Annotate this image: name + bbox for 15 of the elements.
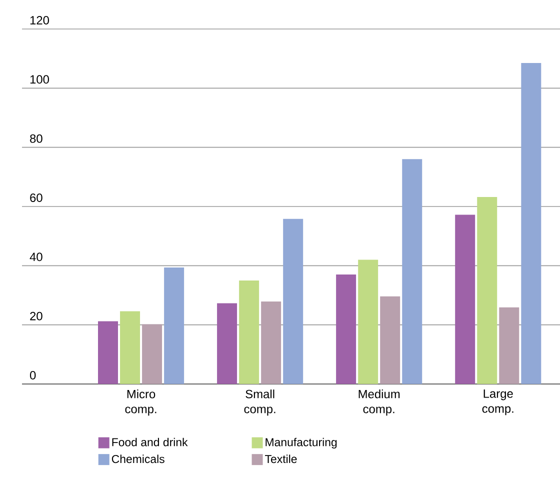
y-tick-label: 120 [30, 16, 49, 24]
x-tick-label: Small comp. [244, 390, 276, 416]
y-tick-label: 0 [30, 371, 36, 380]
legend-label: Chemicals [112, 454, 164, 464]
legend-label: Textile [265, 454, 297, 464]
y-tick-label: 40 [30, 252, 42, 262]
x-tick-label: Medium comp. [358, 390, 400, 416]
x-tick-label: Micro comp. [125, 390, 156, 416]
y-tick-label: 60 [30, 194, 42, 202]
y-tick-label: 100 [30, 75, 49, 84]
legend-label: Manufacturing [266, 438, 337, 449]
y-tick-label: 20 [30, 312, 42, 320]
x-tick-label: Large comp. [482, 390, 514, 416]
y-tick-label: 80 [30, 134, 42, 143]
legend-label: Food and drink [112, 438, 188, 446]
